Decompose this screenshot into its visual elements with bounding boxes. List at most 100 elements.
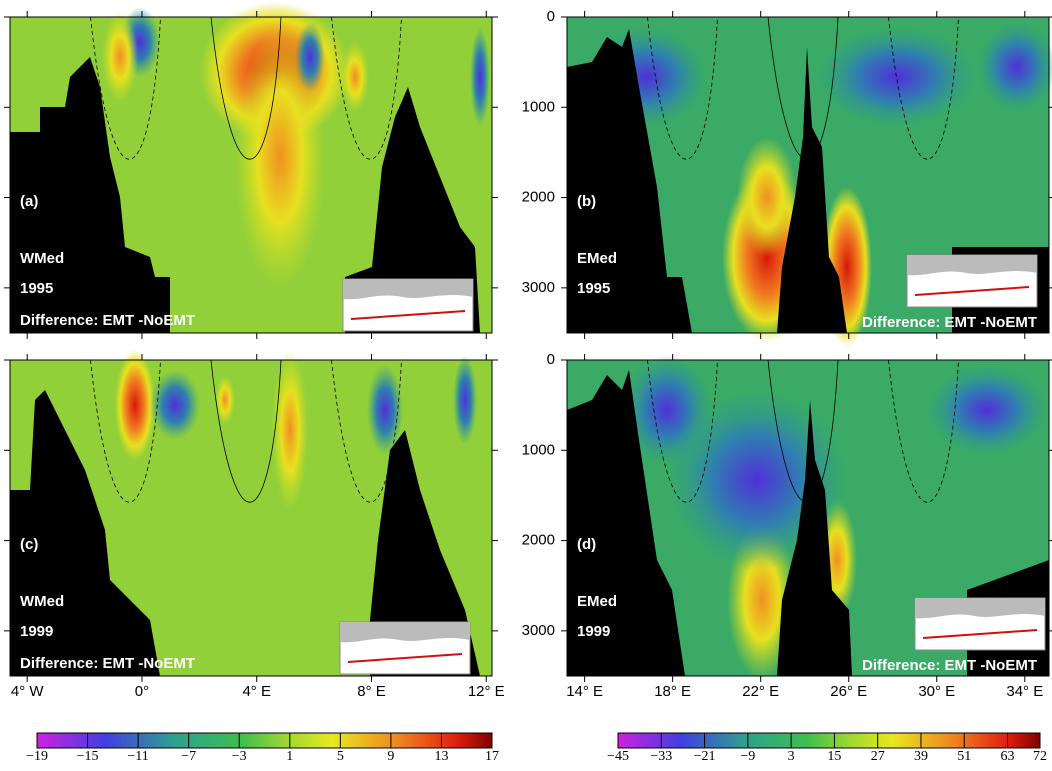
anomaly [102, 12, 138, 102]
anomaly [737, 137, 797, 257]
region: EMed [577, 593, 617, 610]
inset-section [922, 629, 1038, 639]
colorbar-label: 1 [286, 749, 293, 764]
year: 1995 [577, 280, 610, 297]
panel: (b) EMed 1995 Difference: EMT -NoEMT 0 1000 20… [522, 8, 1052, 347]
colorbar-label: −19 [26, 749, 48, 764]
anomaly [115, 350, 155, 460]
colorbar-label: −7 [181, 749, 196, 764]
colorbar-label: −33 [650, 749, 672, 764]
inset-land [343, 279, 473, 300]
frame [9, 359, 493, 677]
contour [90, 16, 161, 160]
colorbar-label: −15 [77, 749, 99, 764]
inset-land [915, 598, 1045, 619]
panel: (d) EMed 1999 Difference: EMT -NoEMT 14° E 18… [522, 351, 1052, 700]
colorbar-label: 27 [871, 749, 885, 764]
colorbar-label: 63 [1001, 749, 1015, 764]
panel: (a) WMed 1995 Difference: EMT -NoEMT [4, 2, 498, 339]
x-tick-label: 8° E [357, 683, 386, 700]
colorbar-label: −45 [607, 749, 629, 764]
y-tick-label: 2000 [522, 189, 555, 206]
anomaly [817, 27, 977, 127]
contour [90, 359, 161, 503]
x-tick-label: 12° E [468, 683, 505, 700]
inset-section [914, 286, 1030, 296]
year: 1999 [577, 623, 610, 640]
anomaly [977, 22, 1052, 112]
bathymetry [777, 47, 847, 333]
colorbar-label: 9 [387, 749, 394, 764]
y-tick-label: 1000 [522, 98, 555, 115]
bathymetry [370, 430, 480, 676]
annotation: Difference: EMT -NoEMT [20, 655, 195, 672]
year: 1995 [20, 280, 53, 297]
y-tick-label: 3000 [522, 279, 555, 296]
x-tick-label: 14° E [566, 683, 603, 700]
panel-label: (a) [20, 193, 38, 210]
anomaly [341, 42, 369, 112]
contour [647, 359, 718, 503]
y-tick-label: 0 [547, 351, 555, 368]
panel: (c) WMed 1999 Difference: EMT -NoEMT 4° W 0° 4… [4, 350, 505, 700]
colorbar-label: 17 [485, 749, 499, 764]
colorbar-label: 13 [434, 749, 448, 764]
y-tick-label: 3000 [522, 622, 555, 639]
colorbar-label: 5 [337, 749, 344, 764]
panel-label: (d) [577, 536, 596, 553]
colorbar-label: 51 [957, 749, 971, 764]
region: WMed [20, 250, 64, 267]
anomaly [453, 355, 477, 445]
inset-land [907, 255, 1037, 276]
y-tick-label: 2000 [522, 532, 555, 549]
y-tick-label: 1000 [522, 441, 555, 458]
x-tick-label: 0° [135, 683, 149, 700]
colorbar [617, 732, 1041, 749]
colorbar-label: 39 [914, 749, 928, 764]
contour [331, 359, 402, 503]
colorbar-label: 3 [788, 749, 795, 764]
anomaly [295, 22, 325, 92]
bathymetry [10, 57, 170, 333]
region: EMed [577, 250, 617, 267]
x-tick-label: 18° E [654, 683, 691, 700]
bathymetry [345, 87, 480, 333]
region: WMed [20, 593, 64, 610]
x-tick-label: 26° E [830, 683, 867, 700]
contour [210, 16, 282, 160]
contour [331, 16, 402, 160]
anomaly [272, 350, 308, 510]
bathymetry [567, 370, 685, 676]
annotation: Difference: EMT -NoEMT [20, 312, 195, 329]
anomaly [215, 375, 235, 425]
inset-land [340, 622, 470, 643]
colorbar-label: 15 [827, 749, 841, 764]
x-tick-label: 4° E [242, 683, 271, 700]
anomaly [150, 370, 200, 440]
bathymetry [567, 29, 692, 333]
inset-section [347, 653, 463, 663]
bathymetry [777, 400, 852, 676]
anomaly [235, 27, 325, 287]
contour [647, 16, 718, 160]
annotation: Difference: EMT -NoEMT [862, 657, 1037, 674]
contour [888, 359, 959, 503]
panel-label: (c) [20, 536, 38, 553]
x-tick-label: 22° E [742, 683, 779, 700]
colorbar-label: −3 [232, 749, 247, 764]
x-tick-label: 4° W [11, 683, 45, 700]
frame [9, 16, 493, 334]
year: 1999 [20, 623, 53, 640]
colorbar-label: −9 [740, 749, 755, 764]
panel-label: (b) [577, 193, 596, 210]
inset-section [350, 310, 466, 320]
contour [888, 16, 959, 160]
anomaly [470, 27, 490, 127]
y-tick-label: 0 [547, 8, 555, 25]
x-tick-label: 30° E [918, 683, 955, 700]
anomaly [367, 365, 403, 455]
colorbar-label: −11 [127, 749, 148, 764]
colorbar-label: 72 [1033, 749, 1047, 764]
